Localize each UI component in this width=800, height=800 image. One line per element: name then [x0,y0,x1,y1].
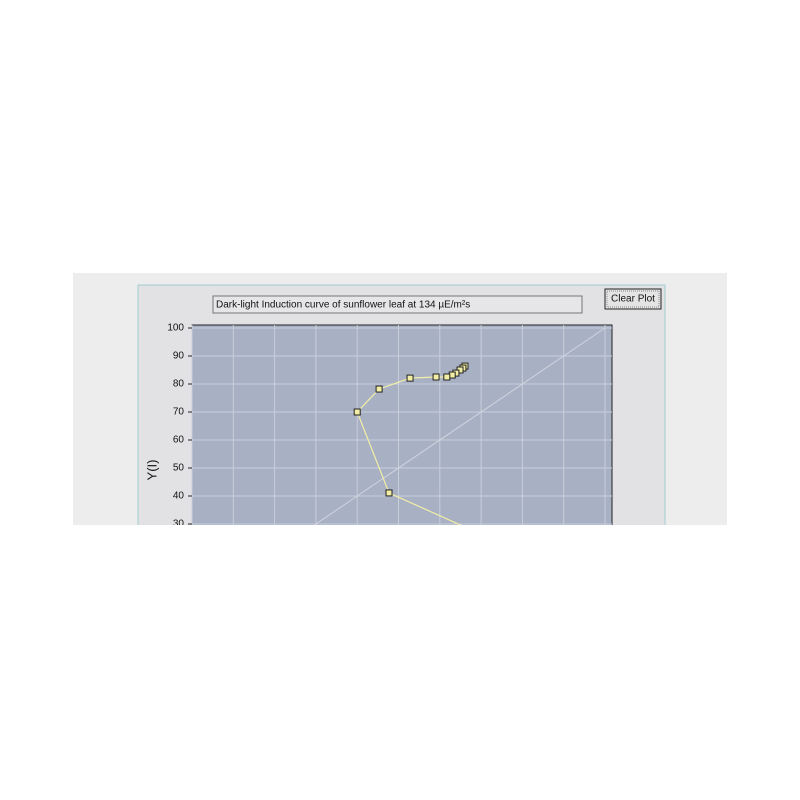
data-point [375,385,383,393]
data-point [385,489,393,497]
y-axis-label: Y(I) [144,460,159,481]
y-tick-label: 70 [173,407,185,418]
data-point [406,374,414,382]
title-box [212,295,583,314]
y-tick-label: 100 [167,323,184,334]
data-point [443,373,451,381]
y-tick-label: 90 [173,351,185,362]
diagonal-reference [313,327,606,525]
button-label[interactable]: Clear Plot [611,294,655,305]
y-tick-label: 80 [173,379,185,390]
data-point [432,373,440,381]
chart-title: Dark-light Induction curve of sunflower … [216,300,470,311]
y-tick-label: 30 [173,519,185,530]
data-point [499,541,505,547]
button-focus [606,290,660,308]
data-point [353,408,361,416]
clear-plot-button[interactable] [604,288,662,310]
y-tick-label: 50 [173,463,185,474]
y-tick-label: 60 [173,435,185,446]
y-tick-label: 40 [173,491,185,502]
